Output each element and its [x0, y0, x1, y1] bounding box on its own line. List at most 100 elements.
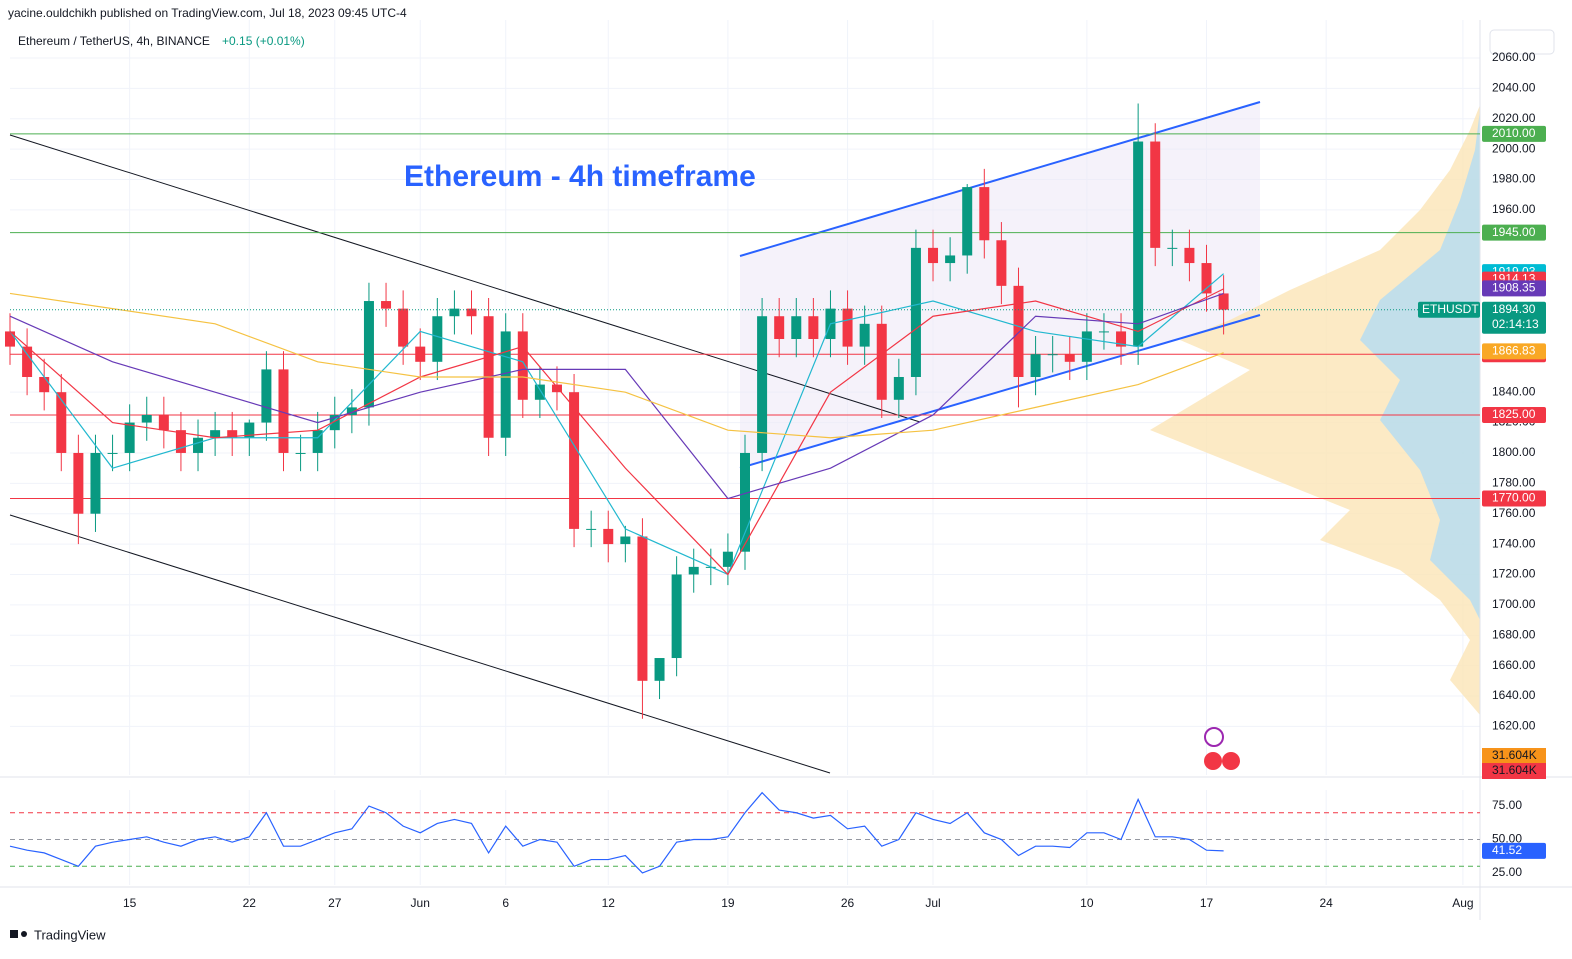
- rsi-tick-label: 50.00: [1492, 832, 1522, 846]
- candle-body: [1167, 247, 1178, 249]
- price-label-bg: [1482, 343, 1546, 360]
- candle-body: [193, 437, 204, 453]
- y-tick-label: 1840.00: [1492, 384, 1536, 398]
- candle-body: [893, 376, 904, 400]
- y-tick-label: 1740.00: [1492, 536, 1536, 550]
- y-tick-label: 2060.00: [1492, 50, 1536, 64]
- candle-body: [637, 536, 648, 681]
- candle-body: [73, 452, 84, 514]
- price-label-bg: [1482, 280, 1546, 297]
- candle-body: [551, 384, 562, 393]
- candles: [5, 103, 1229, 719]
- candle-body: [449, 308, 460, 317]
- price-label: 2010.00: [1492, 126, 1536, 140]
- y-tick-label: 1680.00: [1492, 627, 1536, 641]
- candle-body: [671, 574, 682, 659]
- price-label: 1825.00: [1492, 407, 1536, 421]
- scale-button[interactable]: [1489, 29, 1555, 55]
- candle-body: [210, 430, 221, 438]
- candle-body: [500, 331, 511, 438]
- y-tick-label: 1660.00: [1492, 658, 1536, 672]
- candle-body: [5, 331, 15, 347]
- event-icon[interactable]: [1204, 727, 1224, 747]
- y-tick-label: 1800.00: [1492, 445, 1536, 459]
- candle-body: [842, 308, 853, 347]
- trendline: [9, 514, 831, 774]
- candle-body: [962, 187, 973, 256]
- x-tick-label: 19: [721, 896, 735, 910]
- publisher: yacine.ouldchikh published on TradingVie…: [8, 6, 407, 20]
- candle-body: [1047, 354, 1058, 356]
- x-tick-label: 24: [1319, 896, 1333, 910]
- candle-body: [295, 452, 306, 454]
- y-tick-label: 2040.00: [1492, 81, 1536, 95]
- candle-body: [329, 414, 340, 431]
- x-tick-label: 12: [602, 896, 616, 910]
- price-label: 1945.00: [1492, 225, 1536, 239]
- y-tick-label: 2000.00: [1492, 141, 1536, 155]
- candle-body: [876, 323, 887, 400]
- y-tick-label: 1700.00: [1492, 597, 1536, 611]
- candle-body: [432, 316, 443, 362]
- rsi-tick-label: 75.00: [1492, 798, 1522, 812]
- volume-label: 31.604K: [1492, 748, 1537, 762]
- candle-body: [312, 430, 323, 453]
- candle-body: [603, 528, 614, 545]
- candle-body: [1201, 263, 1212, 294]
- channel-line: [739, 314, 1261, 469]
- candle-body: [1184, 247, 1195, 264]
- rsi-line: [9, 791, 1224, 874]
- moving-average: [9, 292, 1224, 439]
- price-label-bg: [1482, 490, 1546, 507]
- event-icon[interactable]: [1204, 752, 1222, 770]
- candle-body: [415, 346, 426, 362]
- candle-body: [363, 301, 374, 408]
- candle-body: [910, 247, 921, 377]
- candle-body: [979, 187, 990, 241]
- last-price-bg: [1482, 301, 1546, 334]
- price-label: 1908.35: [1492, 281, 1536, 295]
- candle-body: [244, 422, 255, 438]
- candle-body: [569, 392, 580, 529]
- candle-body: [740, 452, 750, 552]
- candle-body: [124, 422, 135, 453]
- x-tick-label: Jul: [925, 896, 940, 910]
- candle-body: [1098, 331, 1109, 333]
- event-icon[interactable]: [1222, 752, 1240, 770]
- candle-body: [1150, 141, 1161, 248]
- candle-body: [1133, 141, 1144, 347]
- x-tick-label: 27: [328, 896, 342, 910]
- candle-body: [688, 566, 699, 575]
- candle-body: [175, 430, 186, 453]
- candle-body: [90, 452, 101, 514]
- candle-body: [859, 323, 870, 347]
- candle-body: [1116, 331, 1127, 347]
- candle-body: [1030, 354, 1041, 377]
- y-tick-label: 1720.00: [1492, 567, 1536, 581]
- candle-body: [466, 308, 477, 317]
- symbol: Ethereum / TetherUS, 4h, BINANCE: [18, 34, 210, 48]
- volume-label: 31.604K: [1492, 763, 1537, 777]
- rsi-label-bg: [1482, 842, 1546, 859]
- rsi-tick-label: 25.00: [1492, 865, 1522, 879]
- rsi-label: 41.52: [1492, 843, 1522, 857]
- price-label-bg: [1482, 224, 1546, 241]
- channel-line: [739, 101, 1261, 257]
- candle-body: [1013, 285, 1024, 377]
- candle-body: [261, 369, 272, 423]
- volume-profile: [1150, 105, 1480, 715]
- candle-body: [278, 369, 289, 453]
- candle-body: [1081, 331, 1092, 362]
- x-tick-label: 6: [502, 896, 509, 910]
- x-tick-label: 17: [1200, 896, 1214, 910]
- price-label: 1866.83: [1492, 344, 1536, 358]
- moving-average: [9, 292, 1224, 500]
- chart-title: Ethereum - 4h timeframe: [404, 160, 756, 193]
- x-tick-label: 15: [123, 896, 137, 910]
- y-tick-label: 1960.00: [1492, 202, 1536, 216]
- candle-body: [791, 316, 802, 340]
- countdown: 02:14:13: [1492, 317, 1539, 331]
- candle-body: [945, 255, 956, 264]
- candle-body: [620, 536, 631, 545]
